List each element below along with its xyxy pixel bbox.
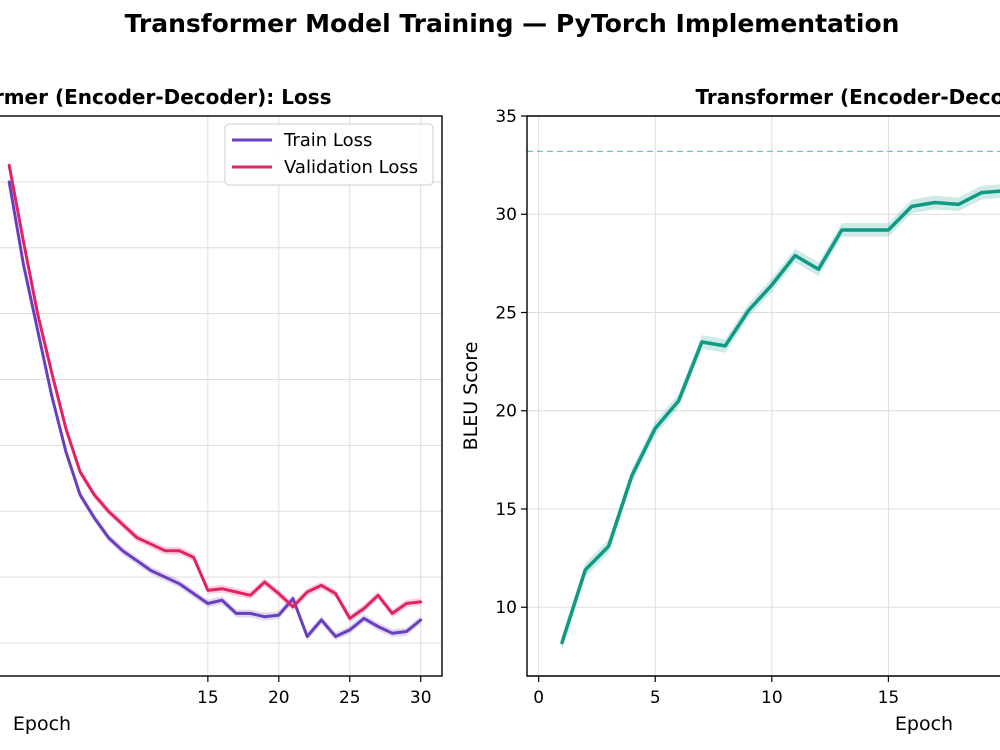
- legend-frame: [224, 123, 434, 186]
- x-tick-label: 5: [650, 688, 661, 708]
- bleu-yticks: 10 15 20 25 30 35: [495, 107, 527, 618]
- series-band-0: [562, 184, 1000, 650]
- series-line-0: [7, 180, 423, 638]
- bleu-lines: [560, 189, 1000, 645]
- series-band-1: [9, 161, 421, 623]
- y-tick-label: 30: [495, 205, 517, 225]
- bleu-xlabel: Epoch: [895, 713, 953, 735]
- x-tick-label: 0: [533, 688, 544, 708]
- legend-label-validation: Validation Loss: [284, 157, 418, 178]
- x-tick-label: 20: [268, 688, 290, 708]
- y-tick-label: 35: [495, 107, 517, 127]
- bleu-ylabel: BLEU Score: [460, 342, 482, 451]
- figure-suptitle: Transformer Model Training — PyTorch Imp…: [125, 9, 900, 38]
- loss-xlabel: Epoch: [13, 713, 71, 735]
- loss-xticks: 15 20 25 30: [197, 676, 432, 708]
- loss-lines: [7, 163, 423, 638]
- bleu-panel: 0 5 10 15 10 15 20 25 30 35 Transformer (Encoder…: [460, 85, 1000, 735]
- loss-panel: 15 20 25 30 Transformer (Encoder-Decoder): …: [0, 85, 443, 735]
- bleu-bands: [562, 184, 1000, 650]
- bleu-xticks: 0 5 10 15: [533, 676, 899, 708]
- loss-title: Transformer (Encoder-Decoder): Loss: [0, 85, 332, 109]
- y-tick-label: 25: [495, 303, 517, 323]
- loss-grid: [0, 116, 442, 676]
- y-tick-label: 10: [495, 598, 517, 618]
- legend-label-train: Train Loss: [283, 130, 372, 151]
- x-tick-label: 25: [339, 688, 361, 708]
- x-tick-label: 15: [197, 688, 219, 708]
- x-tick-label: 10: [761, 688, 783, 708]
- bleu-axes-frame: [526, 115, 1000, 677]
- x-tick-label: 30: [410, 688, 432, 708]
- y-tick-label: 15: [495, 500, 517, 520]
- loss-bands: [9, 161, 421, 641]
- series-line-1: [7, 163, 423, 620]
- y-tick-label: 20: [495, 402, 517, 422]
- series-line-0: [560, 189, 1000, 645]
- loss-legend: Train Loss Validation Loss: [224, 123, 434, 186]
- loss-axes-frame: [0, 115, 443, 677]
- bleu-grid: [527, 116, 1000, 676]
- bleu-title: Transformer (Encoder-Decoder): BLEU Scor…: [695, 85, 1000, 109]
- x-tick-label: 15: [878, 688, 900, 708]
